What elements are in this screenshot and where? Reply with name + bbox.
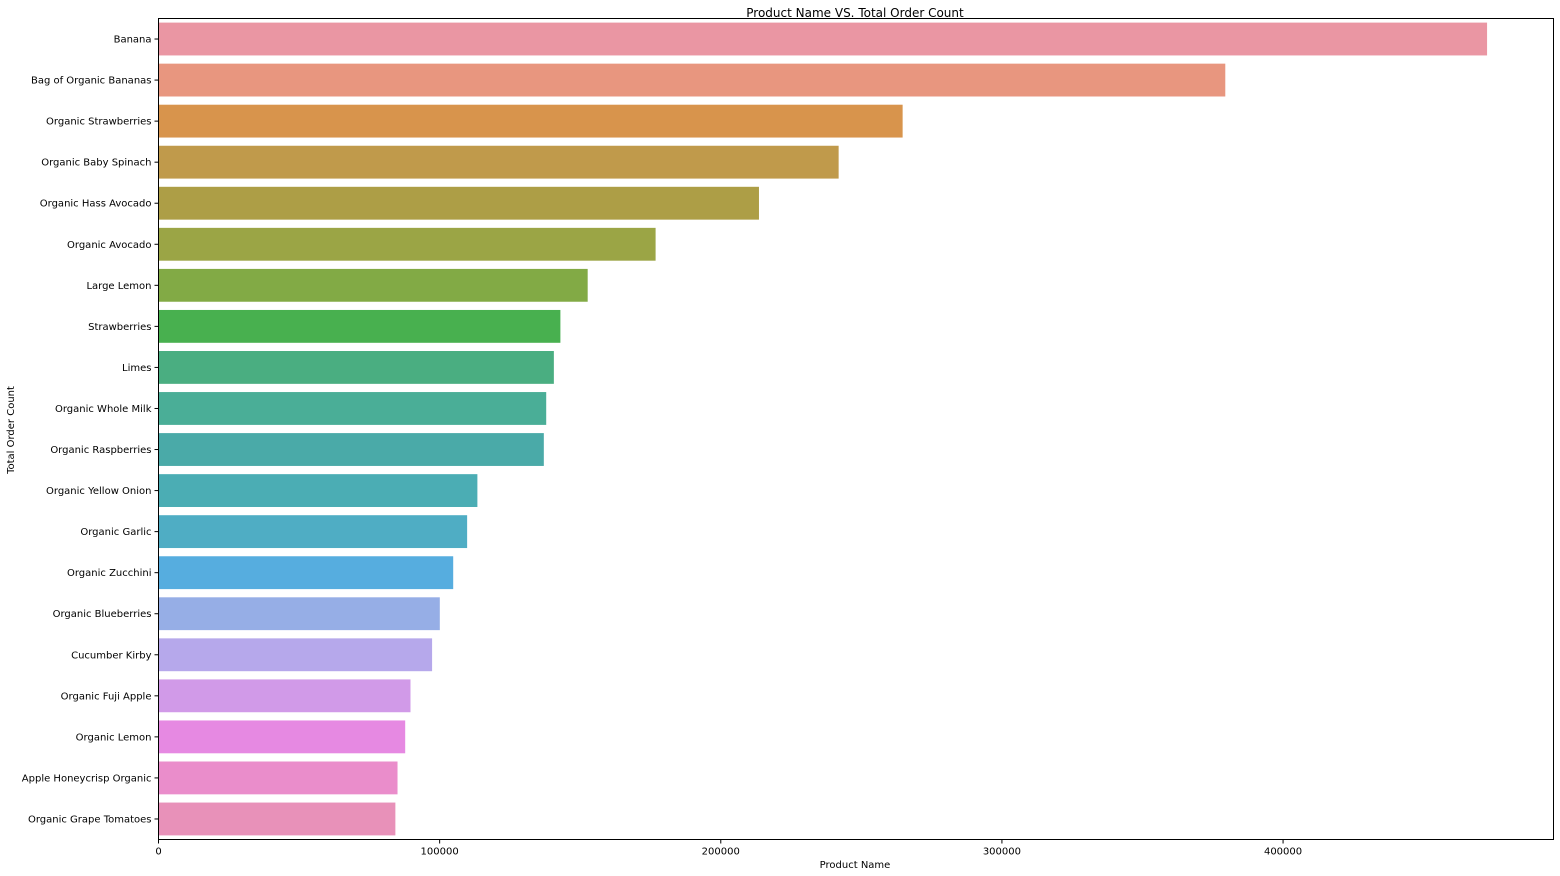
bar (158, 227, 656, 261)
y-axis-label: Total Order Count (6, 386, 17, 475)
chart-title: Product Name VS. Total Order Count (746, 6, 964, 20)
bar (158, 392, 547, 425)
x-tick-label: 200000 (702, 847, 740, 858)
bar (158, 474, 478, 507)
bar (158, 597, 440, 631)
bar (158, 556, 454, 590)
y-tick-label: Organic Hass Avocado (40, 199, 152, 210)
bar (158, 638, 433, 672)
y-tick-label: Organic Baby Spinach (41, 158, 151, 169)
bar (158, 268, 588, 302)
y-tick-label: Strawberries (88, 322, 151, 333)
y-tick-label: Banana (114, 35, 152, 46)
bar (158, 761, 398, 795)
y-tick-label: Limes (122, 363, 151, 374)
y-tick-label: Organic Zucchini (67, 568, 152, 579)
x-tick-label: 400000 (1264, 847, 1302, 858)
y-tick-label: Organic Blueberries (53, 609, 152, 620)
bar (158, 22, 1488, 56)
y-tick-label: Organic Grape Tomatoes (28, 814, 152, 825)
bar (158, 679, 411, 713)
y-tick-label: Organic Whole Milk (55, 404, 152, 415)
x-axis-label: Product Name (820, 860, 891, 871)
bar (158, 145, 839, 179)
x-tick-label: 100000 (421, 847, 459, 858)
bar (158, 104, 903, 138)
y-tick-label: Organic Fuji Apple (61, 691, 152, 702)
y-tick-label: Organic Yellow Onion (46, 486, 151, 497)
plot-frame (158, 18, 1554, 840)
y-tick-label: Organic Raspberries (50, 445, 151, 456)
y-tick-label: Large Lemon (86, 281, 151, 292)
y-tick-label: Organic Garlic (80, 527, 151, 538)
y-tick-label: Apple Honeycrisp Organic (22, 773, 152, 784)
bar (158, 309, 561, 343)
bar (158, 802, 396, 836)
bar (158, 351, 554, 384)
bar (158, 720, 406, 754)
bar (158, 186, 759, 220)
y-tick-label: Organic Avocado (67, 240, 151, 251)
y-tick-label: Cucumber Kirby (71, 650, 151, 661)
y-tick-label: Organic Lemon (76, 732, 152, 743)
bar (158, 433, 544, 466)
y-tick-label: Bag of Organic Bananas (31, 76, 152, 87)
x-tick-label: 0 (155, 847, 161, 858)
y-tick-label: Organic Strawberries (46, 117, 151, 128)
bar (158, 515, 468, 549)
bar (158, 63, 1226, 97)
x-tick-label: 300000 (983, 847, 1021, 858)
